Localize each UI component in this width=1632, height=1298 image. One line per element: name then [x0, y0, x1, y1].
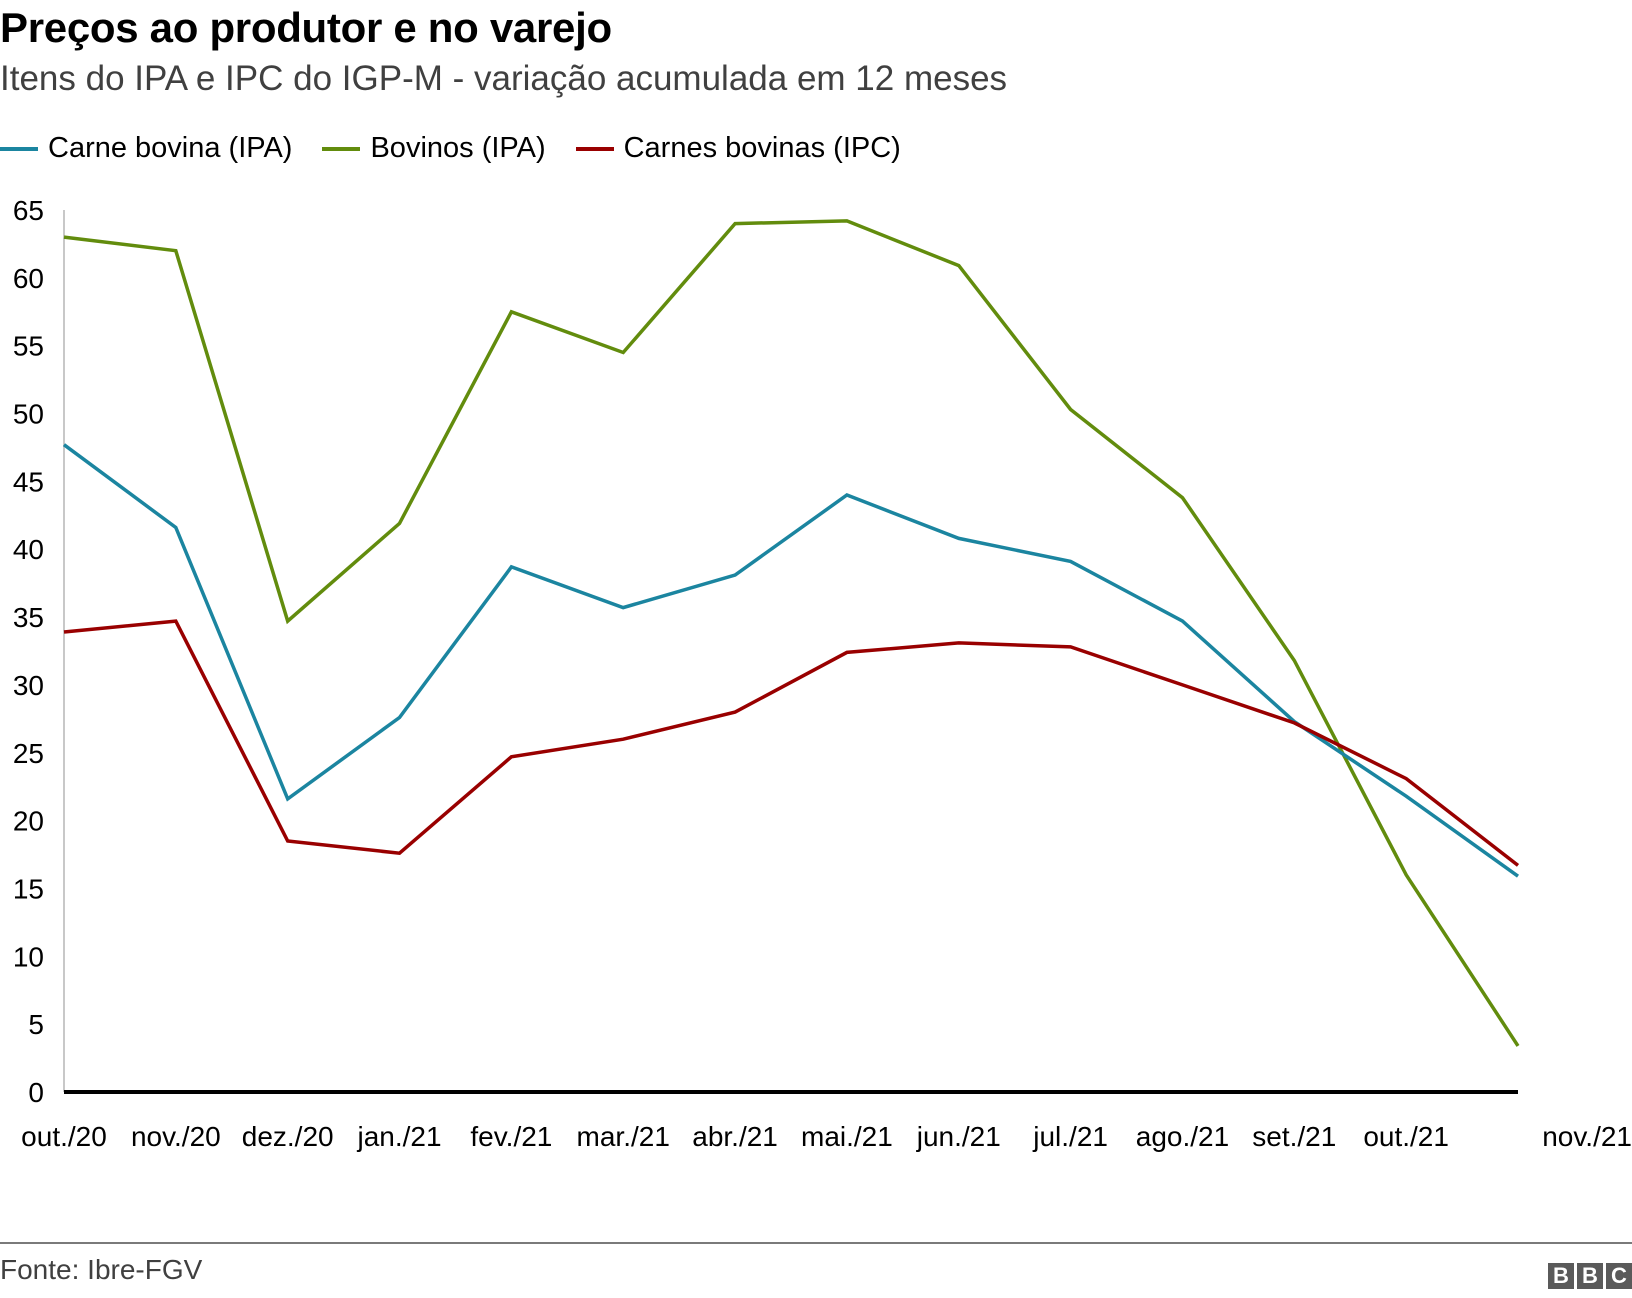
x-tick-label: jul./21	[1032, 1121, 1108, 1152]
y-tick-label: 55	[13, 331, 44, 362]
chart-subtitle: Itens do IPA e IPC do IGP-M - variação a…	[0, 59, 1008, 98]
y-tick-label: 30	[13, 670, 44, 701]
legend-swatch-carnes-bovinas-ipc	[575, 146, 614, 151]
x-tick-label: out./20	[21, 1121, 107, 1152]
y-tick-label: 65	[13, 195, 44, 226]
x-tick-label: nov./20	[131, 1121, 221, 1152]
y-tick-label: 40	[13, 534, 44, 565]
y-tick-label: 50	[13, 399, 44, 430]
source-note: Fonte: Ibre-FGV	[0, 1254, 203, 1285]
line-chart: 0 5 10 15 20 25 30 35 40 45 50 55 60 65 out./20 nov./2…	[13, 195, 1632, 1152]
y-tick-label: 35	[13, 602, 44, 633]
y-tick-label: 60	[13, 263, 44, 294]
x-tick-label: mar./21	[577, 1121, 670, 1152]
legend-label: Carnes bovinas (IPC)	[623, 132, 901, 164]
x-tick-label: ago./21	[1136, 1121, 1229, 1152]
x-tick-label: jun./21	[916, 1121, 1001, 1152]
legend-item-carnes-bovinas-ipc: Carnes bovinas (IPC)	[575, 132, 901, 165]
bbc-logo: B B C	[1548, 1263, 1632, 1289]
y-tick-label: 10	[13, 941, 44, 972]
series-line-carnes-bovinas-ipc	[63, 619, 1520, 867]
legend-item-carne-bovina-ipa: Carne bovina (IPA)	[0, 132, 292, 165]
legend-swatch-bovinos-ipa	[322, 146, 361, 151]
x-tick-label: nov./21	[1542, 1121, 1632, 1152]
chart-title: Preços ao produtor e no varejo	[0, 4, 612, 51]
y-tick-label: 25	[13, 738, 44, 769]
x-tick-label: mai./21	[801, 1121, 893, 1152]
x-tick-label: out./21	[1363, 1121, 1449, 1152]
y-tick-label: 45	[13, 466, 44, 497]
y-tick-label: 20	[13, 806, 44, 837]
x-tick-label: set./21	[1252, 1121, 1336, 1152]
y-tick-label: 15	[13, 873, 44, 904]
legend-item-bovinos-ipa: Bovinos (IPA)	[322, 132, 546, 165]
y-axis: 0 5 10 15 20 25 30 35 40 45 50 55 60 65	[13, 195, 65, 1108]
legend-swatch-carne-bovina-ipa	[0, 146, 38, 151]
x-tick-label: jan./21	[356, 1121, 441, 1152]
series-lines	[62, 219, 1520, 1047]
bbc-logo-letter: B	[1548, 1263, 1574, 1289]
legend-label: Bovinos (IPA)	[370, 132, 546, 164]
y-tick-label: 5	[28, 1009, 44, 1040]
legend: Carne bovina (IPA) Bovinos (IPA) Carnes …	[0, 132, 931, 165]
bbc-logo-letter: B	[1577, 1263, 1603, 1289]
series-line-carne-bovina-ipa	[62, 443, 1520, 878]
footer-divider	[0, 1242, 1632, 1244]
x-axis: out./20 nov./20 dez./20 jan./21 fev./21 mar./…	[21, 1090, 1632, 1152]
x-tick-label: fev./21	[470, 1121, 552, 1152]
x-tick-label: dez./20	[242, 1121, 334, 1152]
legend-label: Carne bovina (IPA)	[48, 132, 293, 164]
bbc-logo-letter: C	[1606, 1263, 1632, 1289]
y-tick-label: 0	[28, 1077, 44, 1108]
series-line-bovinos-ipa	[63, 219, 1520, 1047]
x-tick-label: abr./21	[692, 1121, 778, 1152]
